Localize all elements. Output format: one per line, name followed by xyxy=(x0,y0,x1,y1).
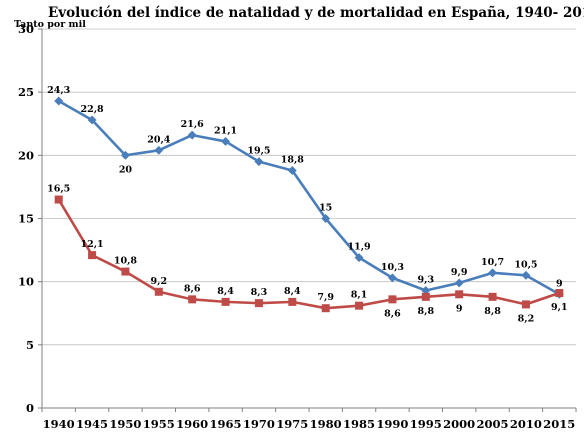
data-label: 10,7 xyxy=(481,257,504,268)
data-label: 8,6 xyxy=(184,283,201,294)
data-label: 9,2 xyxy=(151,276,168,287)
data-point xyxy=(555,289,564,298)
data-point xyxy=(154,145,164,155)
series-line-2 xyxy=(57,198,560,310)
data-labels: 24,3 22,8 20 20,4 21,6 21,1 19,5 18,8 15 11,9 10,3… xyxy=(47,85,567,324)
data-point xyxy=(321,304,330,313)
data-label: 20 xyxy=(119,164,133,175)
axes: 0 5 10 15 20 25 30 1940 1945 1950 1955 1960 1965 1970… xyxy=(18,22,577,431)
data-point xyxy=(321,213,331,224)
data-point xyxy=(387,273,397,283)
gridlines xyxy=(42,28,576,346)
data-label: 9 xyxy=(456,303,463,314)
data-label: 8,4 xyxy=(284,286,301,297)
data-point xyxy=(87,115,97,125)
data-label: 10,8 xyxy=(114,256,138,267)
data-label: 8,1 xyxy=(351,290,368,301)
data-point xyxy=(188,295,197,304)
data-point xyxy=(154,287,163,296)
data-point xyxy=(288,297,297,306)
data-label: 8,8 xyxy=(418,306,435,317)
x-tick-label: 1960 xyxy=(176,417,208,431)
y-tick-label: 15 xyxy=(18,212,34,226)
data-point xyxy=(221,136,231,146)
x-tick-label: 1940 xyxy=(43,417,75,431)
data-point xyxy=(488,268,498,278)
data-point xyxy=(454,278,464,288)
data-point xyxy=(88,251,97,260)
data-label: 16,5 xyxy=(47,184,70,195)
data-point xyxy=(120,150,130,160)
y-tick-label: 30 xyxy=(18,22,34,36)
chart-title: Evolución del índice de natalidad y de m… xyxy=(48,5,584,21)
data-point xyxy=(521,300,530,309)
data-label: 15 xyxy=(319,203,332,214)
data-label: 10,5 xyxy=(514,259,537,270)
data-label: 10,3 xyxy=(381,262,404,273)
x-tick-label: 1975 xyxy=(276,417,308,431)
data-point xyxy=(521,270,531,280)
x-tick-label: 1955 xyxy=(143,417,175,431)
data-label: 24,3 xyxy=(47,85,70,96)
x-tick-label: 2000 xyxy=(443,417,475,431)
data-label: 12,1 xyxy=(80,239,103,250)
data-label: 8,8 xyxy=(484,306,501,317)
data-point xyxy=(54,195,63,204)
data-point xyxy=(54,96,64,106)
data-label: 7,9 xyxy=(317,292,334,303)
x-tick-label: 1945 xyxy=(76,417,108,431)
data-point xyxy=(287,165,297,176)
x-tick-label: 2005 xyxy=(477,417,509,431)
data-label: 9,3 xyxy=(418,275,435,286)
data-label: 20,4 xyxy=(147,134,171,145)
x-tick-label: 1990 xyxy=(376,417,408,431)
data-label: 22,8 xyxy=(80,104,104,115)
data-point xyxy=(221,297,230,306)
x-tick-label: 1995 xyxy=(410,417,442,431)
y-tick-label: 10 xyxy=(18,275,34,289)
data-point xyxy=(187,130,197,140)
data-point xyxy=(121,267,130,276)
data-point xyxy=(254,157,264,167)
data-label: 9 xyxy=(556,278,563,289)
x-tick-label: 1965 xyxy=(210,417,242,431)
data-point xyxy=(488,292,497,301)
x-tick-label: 1970 xyxy=(243,417,275,431)
data-label: 21,6 xyxy=(181,119,205,130)
series-line-1 xyxy=(58,99,560,296)
x-tick-label: 1950 xyxy=(109,417,141,431)
series-group xyxy=(54,96,564,313)
x-tick-label: 2015 xyxy=(543,417,575,431)
x-tick-label: 2010 xyxy=(510,417,542,431)
data-label: 9,9 xyxy=(451,267,468,278)
y-tick-label: 5 xyxy=(26,338,34,352)
data-point xyxy=(354,253,364,263)
x-tick-label: 1980 xyxy=(310,417,342,431)
x-tick-label: 1985 xyxy=(343,417,375,431)
data-label: 21,1 xyxy=(214,125,237,136)
data-point xyxy=(254,299,263,308)
data-label: 8,2 xyxy=(518,313,535,324)
data-point xyxy=(388,295,397,304)
data-label: 8,4 xyxy=(217,286,234,297)
y-tick-label: 0 xyxy=(26,401,34,415)
data-label: 8,3 xyxy=(251,287,268,298)
data-label: 11,9 xyxy=(347,242,371,253)
y-tick-label: 20 xyxy=(18,148,34,162)
data-point xyxy=(421,292,430,301)
y-tick-label: 25 xyxy=(18,85,34,99)
data-label: 18,8 xyxy=(281,154,305,165)
y-axis-label: Tanto por mil xyxy=(14,19,86,30)
data-point xyxy=(455,290,464,299)
data-label: 9,1 xyxy=(551,302,568,313)
data-label: 8,6 xyxy=(384,308,401,319)
data-label: 19,5 xyxy=(247,146,270,157)
data-point xyxy=(355,301,364,310)
